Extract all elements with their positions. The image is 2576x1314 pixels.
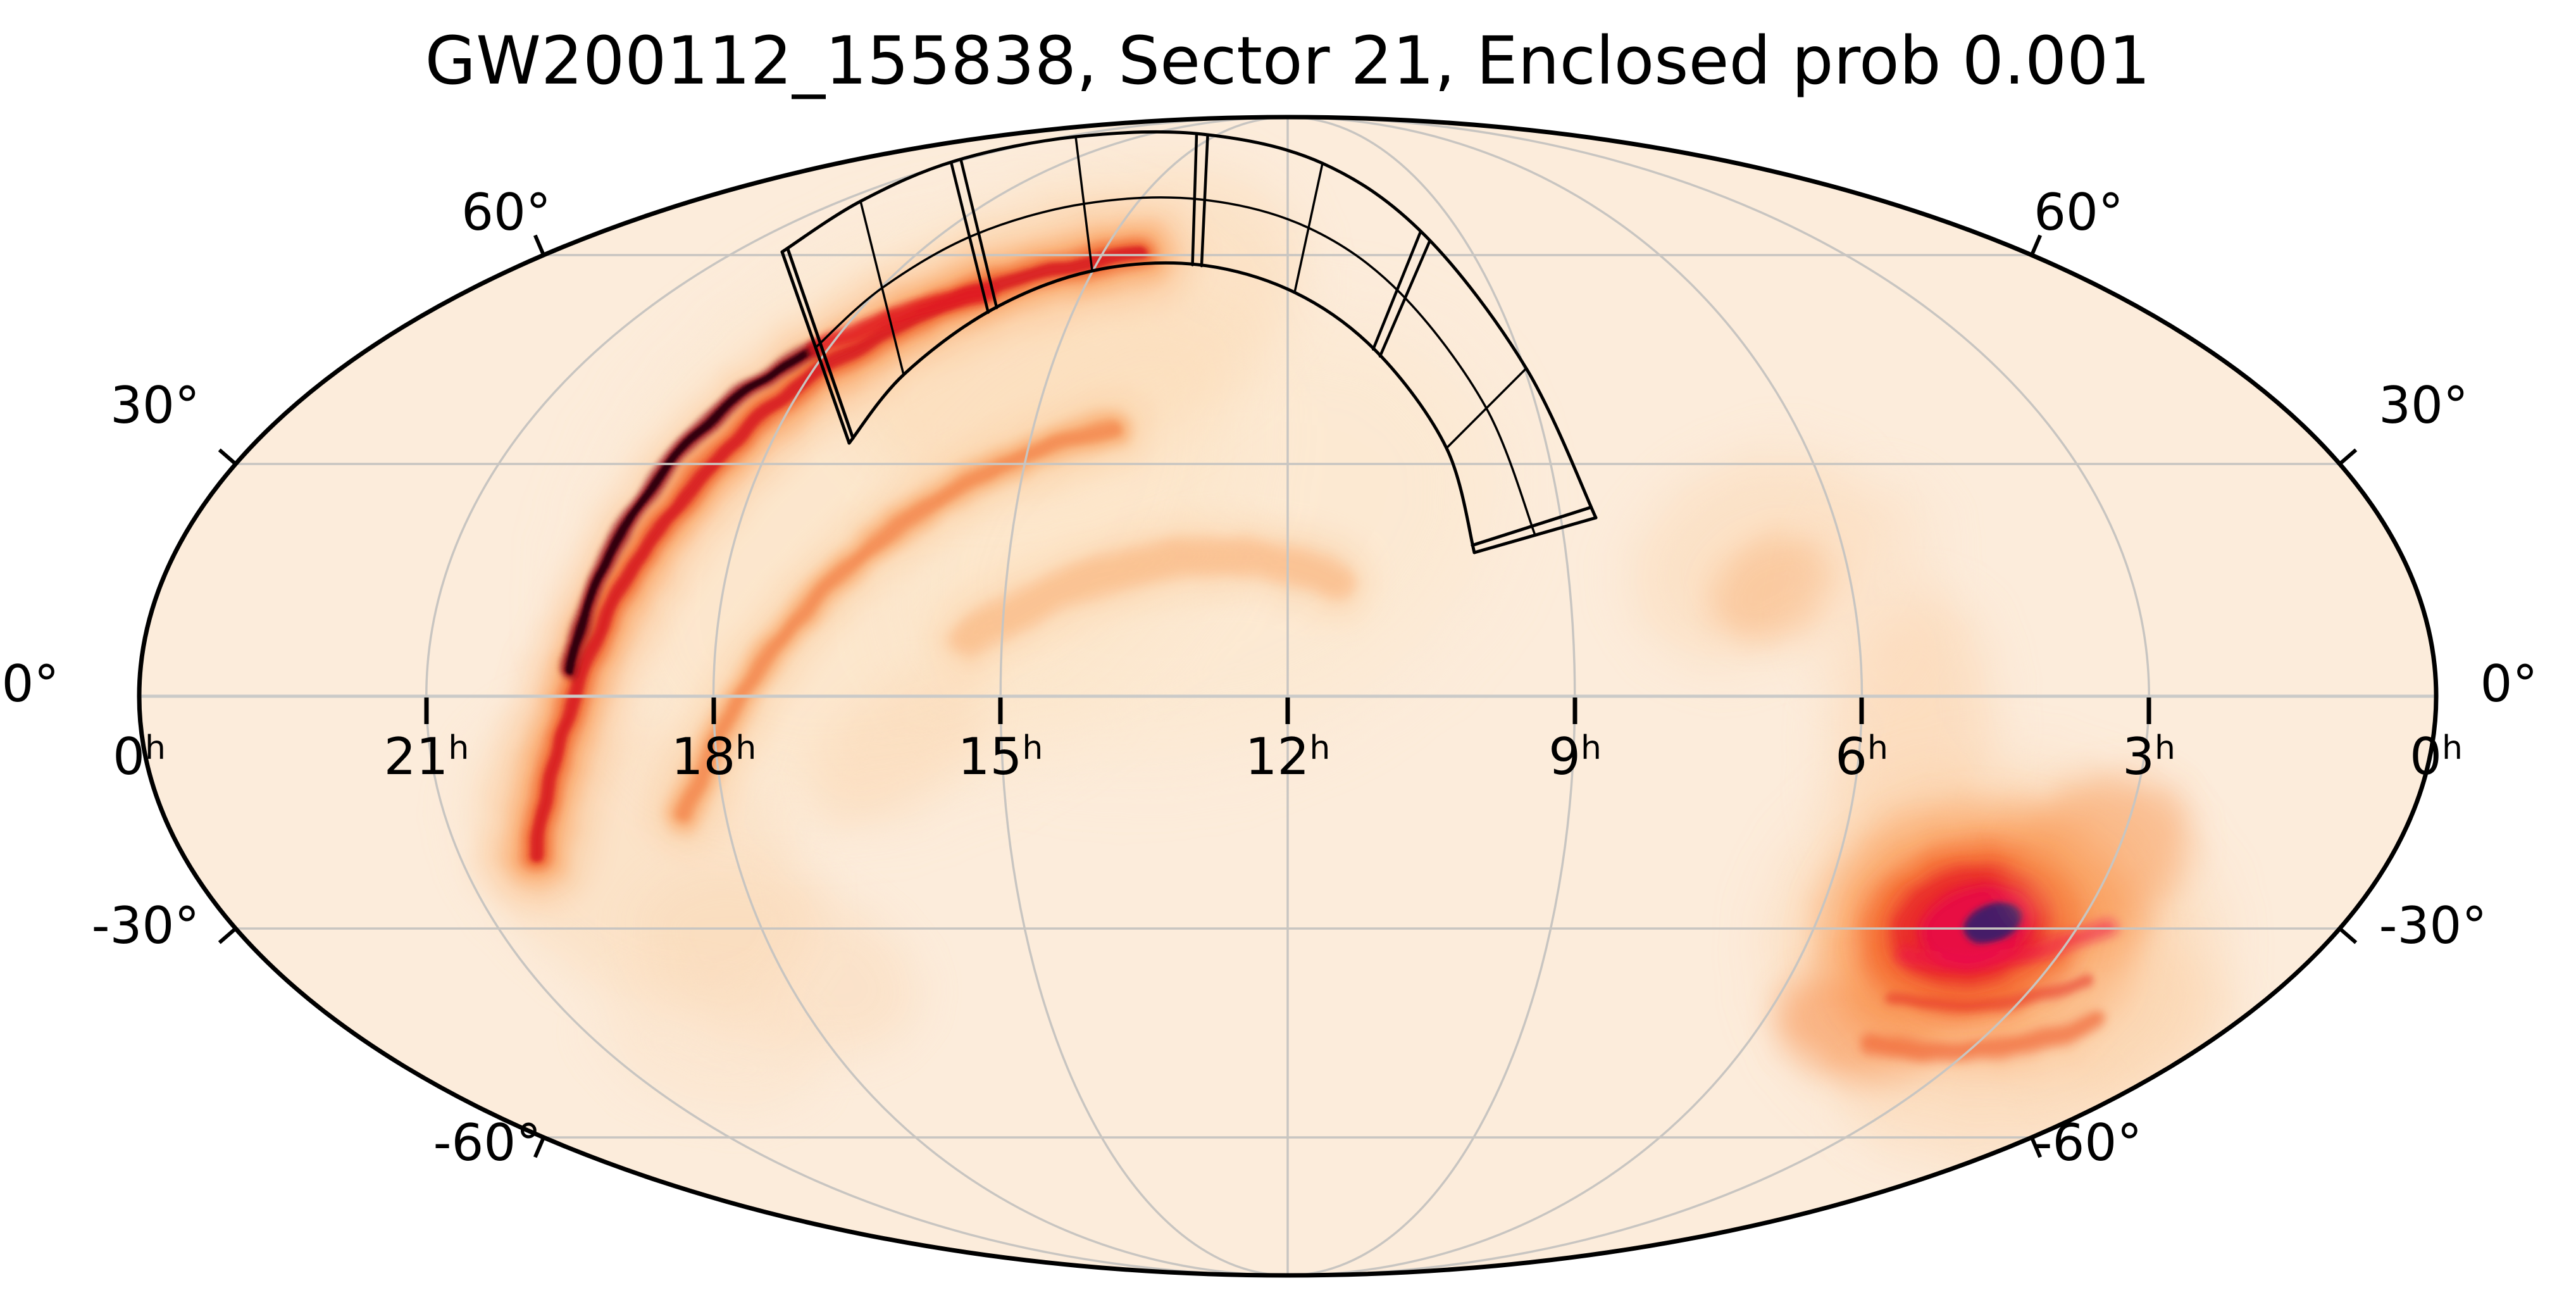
density-filament-south-streak-1: [1860, 1011, 2104, 1061]
plot-title: GW200112_155838, Sector 21, Enclosed pro…: [425, 22, 2151, 99]
density-filament-main-arc-dark-core: [566, 346, 820, 676]
sector-footprint-layer: [780, 130, 1598, 554]
dec-tick-label-left: 60°: [461, 183, 551, 242]
ra-tick-label: 6h: [1835, 727, 1888, 786]
graticule-meridian: [425, 117, 2150, 1275]
dec-tick-label-right: -30°: [2379, 896, 2487, 955]
dec-tick-label-left: 30°: [110, 376, 200, 435]
probability-density-layer: [467, 166, 2231, 1171]
ra-tick-label: 0h: [113, 727, 166, 786]
dec-tick-mark: [2338, 448, 2358, 466]
footprint-camera-gap: [959, 158, 999, 310]
axis-labels-layer: 0h 21h 18h 15h 12h 9h 6h 3h 0h 60° 30° 0° -30° -60° 60…: [2, 183, 2538, 1172]
ra-tick-label: 12h: [1245, 727, 1331, 786]
ra-tick-label: 0h: [2410, 727, 2463, 786]
map-boundary-layer: [137, 115, 2439, 1278]
density-filament-south-pink-streak: [1896, 919, 2115, 970]
footprint-end-cap: [1472, 516, 1598, 554]
dec-tick-mark: [2338, 927, 2358, 944]
footprint-ccd-divider: [1293, 162, 1324, 294]
projection-boundary: [137, 115, 2439, 1278]
density-filament-main-arc-upper-red: [808, 284, 995, 358]
ra-tick-label: 18h: [671, 727, 757, 786]
density-filament-main-arc: [528, 246, 1149, 863]
graticule-meridian: [712, 117, 1864, 1275]
footprint-ccd-divider: [1445, 367, 1528, 449]
graticule-meridian: [999, 117, 1576, 1275]
density-blob-sw-fan-3: [597, 976, 820, 1113]
dec-tick-mark: [533, 1136, 545, 1158]
dec-tick-label-right: 60°: [2034, 183, 2124, 242]
dec-tick-label-right: 0°: [2480, 654, 2538, 713]
dec-tick-label-left: 0°: [2, 654, 59, 713]
dec-tick-mark: [2030, 1136, 2043, 1158]
dec-tick-mark: [533, 234, 545, 256]
density-blob-sw-spur: [812, 668, 985, 825]
footprint-camera-gap: [1200, 134, 1209, 268]
dec-tick-label-left: -30°: [92, 896, 200, 955]
density-filament-second-arc: [676, 420, 1121, 824]
ra-tick-label: 15h: [958, 727, 1043, 786]
footprint-inner-edge: [847, 261, 1476, 554]
dec-tick-label-right: 30°: [2379, 376, 2468, 435]
footprint-camera-gap: [1191, 132, 1198, 266]
footprint-camera-gap: [1371, 230, 1422, 351]
dec-tick-label-right: -60°: [2034, 1113, 2143, 1172]
footprint-ccd-divider: [859, 200, 905, 376]
footprint-ccd-divider: [1074, 135, 1093, 272]
footprint-ccd-midline: [814, 196, 1536, 537]
tick-marks-layer: [218, 234, 2358, 1158]
footprint-end-cap: [1471, 505, 1593, 547]
dec-tick-mark: [218, 448, 237, 466]
dec-tick-mark: [218, 927, 237, 944]
dec-tick-mark: [2030, 234, 2043, 256]
dec-tick-label-left: -60°: [433, 1113, 542, 1172]
footprint-end-cap: [786, 246, 855, 440]
density-blob-south-dark-core: [1963, 903, 2023, 942]
density-blob-south-ext-ur: [2010, 775, 2191, 934]
density-blob-south-column-high: [1810, 482, 1936, 695]
footprint-camera-gap: [1378, 240, 1431, 358]
density-blob-group: [467, 166, 2231, 1171]
density-filament-south-streak-2: [1886, 973, 2094, 1013]
footprint-end-cap: [780, 250, 851, 445]
ra-tick-label: 3h: [2122, 727, 2175, 786]
footprint-camera-gap: [950, 161, 990, 314]
footprint-outer-edge: [780, 130, 1598, 520]
density-blob-mid-right-core: [1712, 537, 1832, 641]
ra-tick-label: 9h: [1548, 727, 1602, 786]
density-filament-third-soft-arc: [949, 537, 1354, 658]
graticule-layer: [139, 117, 2436, 1275]
ra-tick-label: 21h: [384, 727, 470, 786]
